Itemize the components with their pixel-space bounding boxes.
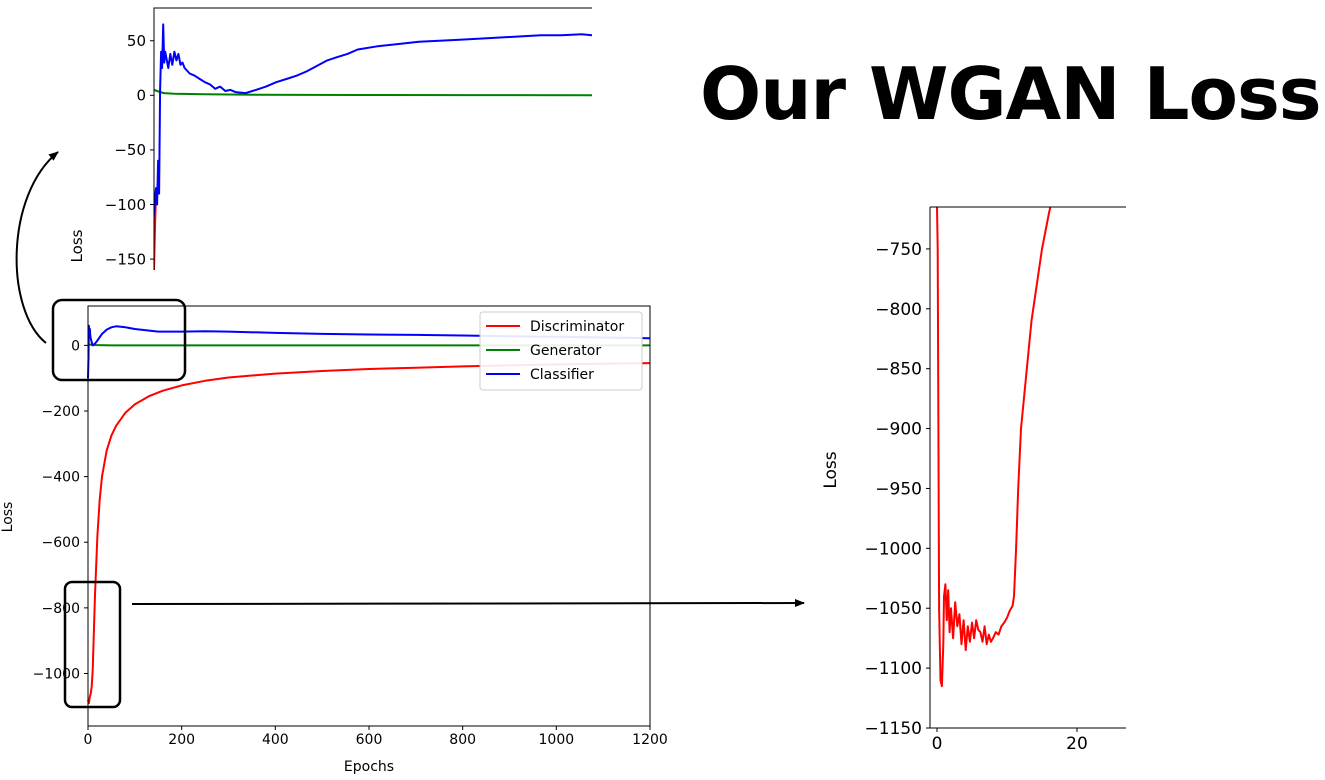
bottom-y-tick-label: −1150 — [864, 719, 922, 739]
main-line-discriminator — [87, 362, 651, 704]
main-y-tick-label: −800 — [42, 601, 80, 617]
main-series-group — [87, 324, 651, 704]
bottom-y-tick-label: −1000 — [864, 539, 922, 559]
bottom-y-tick-label: −900 — [875, 420, 922, 440]
bottom-ticks: −750 −800 −850 −900 −950 −1000 −1050 −1100 −1150… — [864, 240, 1087, 754]
callout-arrow-top — [15, 151, 59, 344]
top-y-tick-label: −100 — [105, 196, 146, 214]
bottom-plot-frame — [929, 206, 1126, 729]
main-y-tick-label: −1000 — [33, 666, 80, 682]
main-x-axis-label: Epochs — [344, 759, 394, 775]
main-y-tick-label: −400 — [42, 470, 80, 486]
top-y-tick-label: −50 — [114, 141, 146, 159]
top-y-tick-label: 50 — [127, 32, 146, 50]
main-legend: Discriminator Generator Classifier — [479, 311, 643, 391]
legend-label-generator: Generator — [530, 343, 601, 359]
bottom-y-tick-label: −750 — [875, 240, 922, 260]
legend-label-discriminator: Discriminator — [530, 319, 624, 335]
main-line-generator — [87, 342, 650, 347]
bottom-y-axis-label: Loss — [821, 451, 841, 488]
bottom-zoom-chart: −750 −800 −850 −900 −950 −1000 −1050 −1100 −1150… — [821, 206, 1126, 754]
bottom-series-group — [936, 207, 1052, 688]
legend-label-classifier: Classifier — [530, 367, 594, 383]
main-x-tick-label: 0 — [84, 732, 93, 748]
top-plot-frame — [153, 7, 592, 270]
top-y-axis-label: Loss — [68, 229, 86, 262]
main-x-tick-label: 600 — [356, 732, 383, 748]
main-x-tick-label: 800 — [449, 732, 476, 748]
callout-box-bottom — [63, 580, 122, 709]
top-ticks: 50 0 −50 −100 −150 — [105, 32, 154, 268]
main-line-classifier — [87, 324, 651, 379]
bottom-x-tick-label: 20 — [1066, 734, 1088, 754]
top-y-tick-label: 0 — [136, 87, 146, 105]
main-x-tick-label: 1000 — [539, 732, 575, 748]
main-y-tick-label: −600 — [42, 535, 80, 551]
main-loss-chart: 0 −200 −400 −600 −800 −1000 0 200 400 600 800 1000 1… — [0, 305, 668, 775]
top-series-group — [154, 23, 592, 270]
top-zoom-chart: 50 0 −50 −100 −150 Loss — [68, 7, 592, 270]
callout-arrow-bottom — [131, 599, 805, 608]
main-ticks: 0 −200 −400 −600 −800 −1000 0 200 400 600 800 1000 1… — [33, 338, 668, 748]
top-line-series-2 — [154, 88, 592, 97]
main-x-tick-label: 400 — [262, 732, 289, 748]
top-line-series-3 — [154, 23, 592, 216]
bottom-y-tick-label: −800 — [875, 300, 922, 320]
bottom-line-series-1 — [936, 207, 1052, 688]
main-y-tick-label: 0 — [71, 338, 80, 354]
bottom-y-tick-label: −950 — [875, 479, 922, 499]
bottom-y-tick-label: −850 — [875, 360, 922, 380]
slide-title: Our WGAN Loss — [700, 52, 1322, 136]
main-y-axis-label: Loss — [0, 502, 16, 533]
legend-box — [479, 311, 643, 391]
main-y-tick-label: −200 — [42, 404, 80, 420]
callout-box-top — [51, 298, 187, 382]
bottom-y-tick-label: −1100 — [864, 659, 922, 679]
main-x-tick-label: 200 — [168, 732, 195, 748]
main-x-tick-label: 1200 — [632, 732, 668, 748]
bottom-y-tick-label: −1050 — [864, 599, 922, 619]
top-y-tick-label: −150 — [105, 250, 146, 268]
bottom-x-tick-label: 0 — [932, 734, 943, 754]
